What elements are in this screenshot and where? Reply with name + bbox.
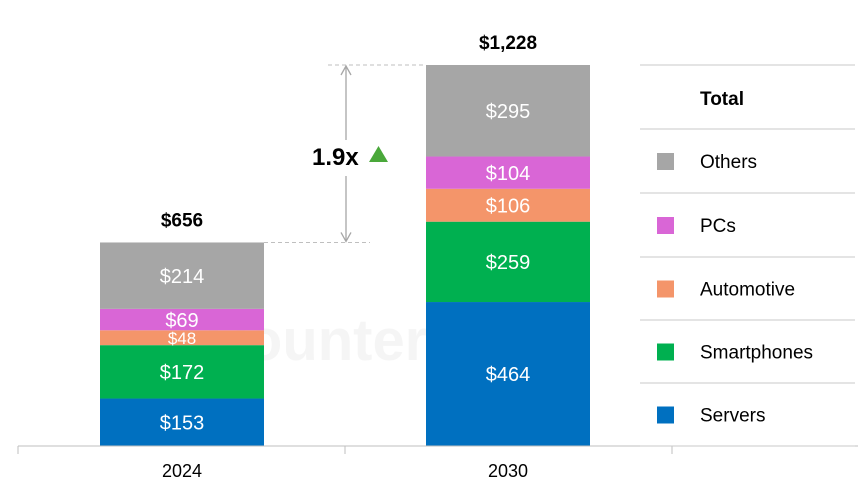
data-label-smartphones-2024: $172 [160,362,205,384]
total-label-2030: $1,228 [479,33,537,54]
x-axis: 2024 2030 [17,445,858,481]
data-label-servers-2024: $153 [160,412,205,434]
arrow-down-head-icon [340,232,352,243]
data-label-automotive-2030: $106 [486,195,531,217]
bar-segment-automotive-2024 [100,330,264,346]
data-label-others-2030: $295 [486,101,531,123]
bar-segment-smartphones-2030 [426,221,590,303]
legend-label-smartphones: Smartphones [700,343,813,364]
data-label-smartphones-2030: $259 [486,252,531,274]
legend-item-smartphones: Smartphones [657,343,813,364]
bar-segment-pcs-2024 [100,308,264,331]
legend: Total Others PCs Automotive Smartphones Serve… [640,64,855,447]
data-label-pcs-2024: $69 [165,310,198,332]
legend-header: Total [700,89,744,110]
bars: $153 $172 $48$69 $214 $656 $464 $259 $106 $104 $2… [100,33,590,446]
legend-item-others: Others [657,152,757,173]
legend-swatch-automotive [657,280,674,298]
legend-label-automotive: Automotive [700,280,795,301]
legend-item-servers: Servers [657,406,765,427]
data-label-automotive-2024: $48 [168,329,196,348]
x-tick-label-2024: 2024 [162,461,202,481]
x-tick-label-2030: 2030 [488,461,528,481]
data-label-servers-2030: $464 [486,364,531,386]
growth-annotation: 1.9x [264,64,426,243]
arrow-up-head-icon [340,64,352,76]
growth-multiplier-label: 1.9x [312,144,359,171]
legend-label-pcs: PCs [700,216,736,237]
data-label-others-2024: $214 [160,266,205,288]
bar-segment-servers-2030 [426,302,590,446]
legend-item-automotive: Automotive [657,280,795,301]
bar-segment-automotive-2030 [426,188,590,222]
bar-segment-smartphones-2024 [100,345,264,399]
bar-segment-servers-2024 [100,398,264,446]
legend-swatch-pcs [657,217,674,234]
legend-label-servers: Servers [700,406,765,427]
total-label-2024: $656 [161,210,203,231]
legend-item-pcs: PCs [657,216,736,237]
bar-segment-others-2030 [426,65,590,157]
legend-label-others: Others [700,152,757,173]
bar-segment-pcs-2030 [426,156,590,189]
legend-swatch-others [657,153,674,170]
data-label-pcs-2030: $104 [486,163,531,185]
legend-swatch-smartphones [657,343,674,361]
bar-segment-others-2024 [100,242,264,309]
legend-swatch-servers [657,406,674,424]
up-triangle-icon [369,146,388,162]
